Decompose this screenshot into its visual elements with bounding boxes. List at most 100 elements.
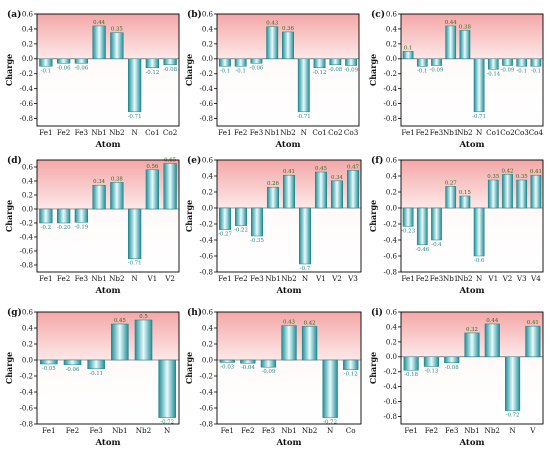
y-tick-label: -0.8 [384,268,398,276]
chart-panel-e: -0.8 -0.6 -0.4 -0.2 0.0 0.2 0.4 0.6 -0.27 Fe1 -0.2… [184,155,362,296]
bar-fe3 [74,208,89,223]
value-label: -0.05 [42,366,56,372]
value-label: 0.15 [459,190,472,196]
x-tick-label: Nb2 [457,274,472,283]
value-label: -0.09 [344,68,358,74]
x-tick-label: Fe2 [416,128,429,137]
value-label: 0.44 [93,20,106,26]
value-label: -0.13 [425,369,439,375]
bar-n [473,58,485,113]
y-tick-label: -0.4 [200,236,214,244]
y-tick-label: -0.6 [384,100,398,108]
y-tick-label: 0.6 [386,156,398,164]
value-label: -0.71 [297,114,311,120]
x-tick-label: Fe3 [262,426,276,435]
bar-n [505,356,521,411]
x-tick-label: Fe3 [89,426,103,435]
bar-fe2 [56,208,71,224]
y-tick-label: -0.8 [200,115,214,123]
y-tick-label: 0.0 [202,356,213,364]
panel-label: (c) [371,9,385,20]
value-label: 0.44 [445,20,458,26]
bar-v4 [530,174,542,209]
x-tick-label: Fe1 [404,426,417,435]
x-tick-label: Fe2 [66,426,79,435]
value-label: -0.1 [41,68,51,74]
bar-co1 [313,58,326,69]
x-tick-label: Co4 [529,128,544,137]
x-tick-label: Nb2 [485,426,500,435]
bar-nb2 [134,319,153,361]
y-tick-label: -0.2 [200,70,214,78]
bar-n [127,58,142,113]
value-label: -0.06 [57,65,71,71]
value-label: 0.65 [164,158,177,164]
y-tick-label: 0.2 [22,340,33,348]
value-label: 0.41 [283,169,295,175]
y-tick-label: 0.2 [22,40,33,48]
y-axis-label: Charge [368,352,378,384]
bar-n [297,58,310,113]
x-tick-label: N [164,426,170,435]
x-axis-label: Atom [275,438,301,448]
negative-region [37,360,179,424]
y-tick-label: -0.4 [384,383,398,391]
bar-fe3 [87,359,105,370]
y-tick-label: -0.6 [20,404,34,412]
x-tick-label: Nb1 [464,426,479,435]
x-tick-label: Fe2 [57,274,70,283]
value-label: -0.08 [163,67,177,73]
bar-n [322,359,338,418]
bar-v [525,325,541,358]
y-tick-label: 0.0 [386,204,397,212]
x-axis-label: Atom [458,140,484,150]
x-tick-label: V2 [164,274,175,283]
value-label: 0.44 [486,318,499,324]
value-label: -0.09 [262,369,276,375]
bar-n [473,207,485,257]
value-label: 0.1 [404,45,413,51]
value-label: 0.34 [331,175,344,181]
bar-nb1 [266,186,280,209]
y-axis-label: Charge [184,200,194,232]
y-tick-label: -0.8 [20,115,34,123]
y-tick-label: -0.8 [200,420,214,428]
value-label: -0.06 [250,65,264,71]
value-label: 0.26 [267,181,280,187]
value-label: -0.1 [235,68,245,74]
bar-co2 [502,58,513,66]
y-tick-label: 0.2 [202,340,213,348]
x-tick-label: Fe3 [75,274,89,283]
y-tick-label: -0.2 [384,368,398,376]
x-tick-label: Nb2 [109,274,124,283]
negative-region [217,360,361,424]
value-label: 0.35 [111,27,124,33]
x-tick-label: Nb1 [443,128,458,137]
y-tick-label: 0.4 [386,25,398,33]
plot-frame [400,311,544,425]
bar-v3 [516,179,528,209]
y-tick-label: 0.0 [202,204,213,212]
y-tick-label: -0.4 [200,388,214,396]
y-axis-label: Charge [368,200,378,232]
value-label: -0.1 [417,68,427,74]
value-label: 0.47 [347,164,360,170]
y-tick-label: -0.8 [20,261,34,269]
y-tick-label: 0.6 [202,156,214,164]
x-tick-label: Co2 [163,128,177,137]
chart-panel-i: -0.8 -0.6 -0.4 -0.2 0.0 0.2 0.4 0.6 -0.18 Fe1 -0.1… [368,307,544,448]
bar-nb2 [301,326,318,361]
value-label: 0.42 [304,320,316,326]
value-label: -0.14 [486,71,500,77]
x-tick-label: Nb2 [457,128,472,137]
bar-fe1 [218,207,232,230]
x-tick-label: Fe1 [39,128,52,137]
bar-v2 [502,174,513,209]
x-tick-label: Fe3 [250,274,264,283]
y-tick-label: 0.2 [386,188,397,196]
x-tick-label: Fe1 [221,426,234,435]
x-tick-label: Nb1 [91,128,106,137]
y-tick-label: 0.6 [202,10,214,18]
plot-frame [216,159,362,273]
bar-fe1 [39,208,53,224]
